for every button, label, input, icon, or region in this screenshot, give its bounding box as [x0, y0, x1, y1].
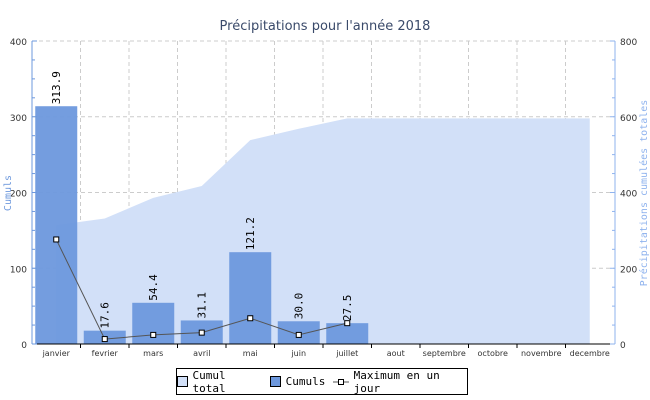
x-tick-label: novembre	[521, 349, 562, 358]
bar-label: 30.0	[293, 293, 306, 320]
area-cumul-total	[56, 118, 590, 344]
bar-janvier	[35, 106, 78, 344]
line-marker	[247, 315, 254, 322]
legend-swatch	[269, 376, 281, 387]
line-marker	[53, 236, 60, 243]
bar-label: 121.2	[244, 217, 257, 250]
legend-line-marker-icon	[333, 378, 349, 385]
x-tick-label: juillet	[335, 349, 358, 358]
legend-item-cumul-total: Cumul total	[177, 369, 262, 395]
y-tick-label: 400	[10, 38, 27, 48]
bar-label: 27.5	[341, 295, 354, 322]
legend-label: Maximum en un jour	[353, 368, 440, 395]
bar-label: 31.1	[196, 292, 209, 319]
line-marker	[344, 320, 351, 327]
bar-juillet	[326, 323, 369, 344]
x-tick-label: aout	[387, 349, 405, 358]
legend-label: Cumuls	[285, 375, 326, 388]
x-tick-label: decembre	[570, 349, 610, 358]
bar-label: 54.4	[147, 274, 160, 301]
x-tick-label: janvier	[42, 349, 71, 358]
x-tick-label: octobre	[478, 349, 509, 358]
legend-item-cumuls: Cumuls	[269, 375, 326, 388]
y2-axis-label: Précipitations cumulées totales	[638, 100, 650, 287]
x-tick-label: mai	[243, 349, 258, 358]
y-tick-label: 0	[21, 341, 27, 351]
legend-label: Cumul total	[192, 368, 226, 395]
x-tick-label: juin	[290, 349, 306, 358]
y-tick-label: 200	[10, 190, 27, 200]
y2-tick-label: 0	[620, 341, 626, 351]
y-tick-label: 300	[10, 114, 27, 124]
y2-tick-label: 800	[620, 38, 637, 48]
line-marker	[101, 336, 108, 343]
bar-mai	[229, 252, 272, 344]
x-tick-label: avril	[193, 349, 210, 358]
bar-label: 17.6	[99, 302, 112, 329]
chart-title: Précipitations pour l'année 2018	[220, 19, 431, 34]
bar-label: 313.9	[50, 71, 63, 104]
x-tick-label: septembre	[423, 349, 466, 358]
y-tick-label: 100	[10, 265, 27, 275]
x-tick-label: mars	[143, 349, 163, 358]
line-marker	[150, 331, 157, 338]
line-marker	[295, 331, 302, 338]
x-tick-label: fevrier	[92, 349, 119, 358]
legend-item-maximum: Maximum en un jour	[333, 369, 467, 395]
y-axis-label: Cumuls	[3, 175, 14, 211]
line-marker	[198, 329, 205, 336]
y2-tick-label: 400	[620, 190, 637, 200]
y2-tick-label: 200	[620, 265, 637, 275]
y2-tick-label: 600	[620, 114, 637, 124]
legend-swatch	[177, 376, 188, 387]
legend: Cumul total Cumuls Maximum en un jour	[176, 368, 468, 395]
